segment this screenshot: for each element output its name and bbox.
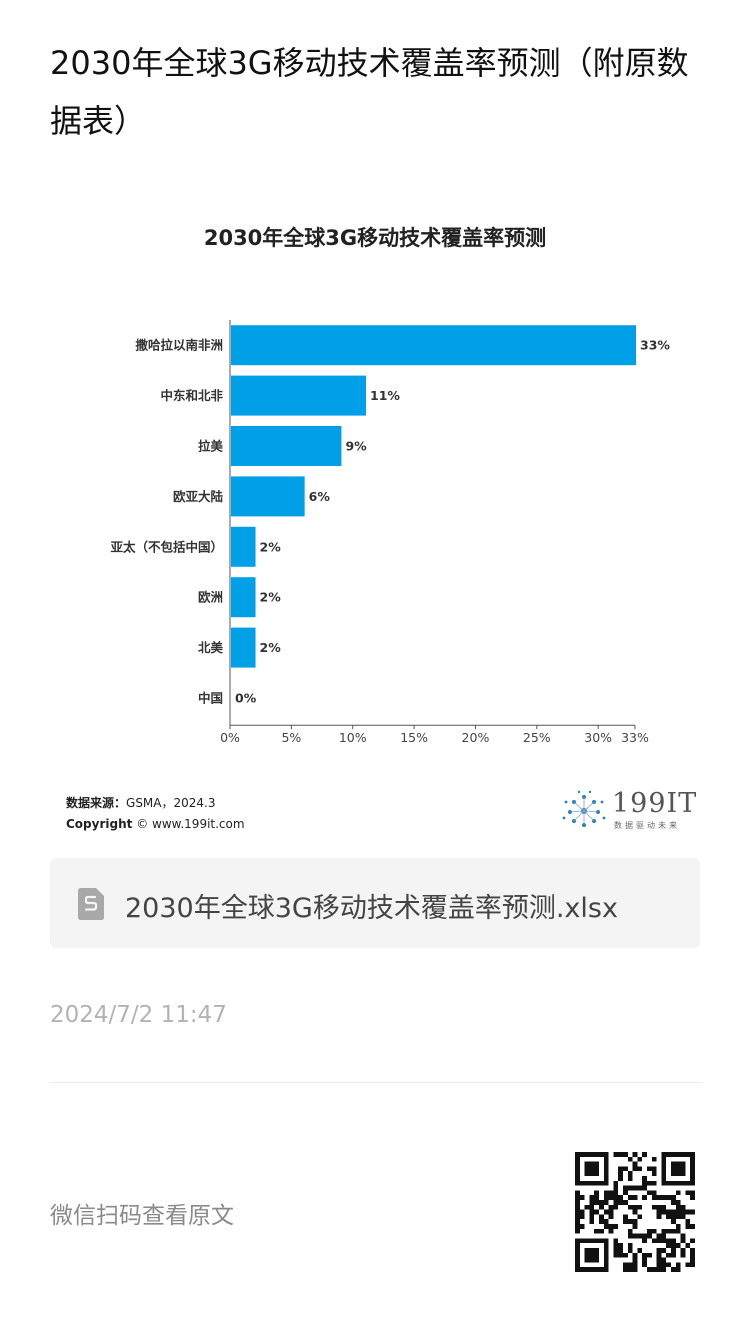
source-label: 数据来源： (66, 796, 127, 810)
bar (231, 426, 342, 466)
chart-svg: 撒哈拉以南非洲 33% 中东和北非 11% 拉美 9% 欧亚大陆 6% 亚太（不包括中国） 2% 欧… (110, 320, 670, 745)
category-label: 欧亚大陆 (173, 489, 224, 504)
bar (231, 627, 256, 668)
x-tick-label: 15% (400, 730, 428, 745)
qr-code-icon[interactable] (575, 1152, 695, 1272)
x-tick-label: 20% (462, 730, 490, 745)
category-label: 亚太（不包括中国） (110, 539, 223, 554)
source-block: 数据来源：GSMA，2024.3 Copyright © www.199it.c… (66, 793, 245, 835)
publish-timestamp: 2024/7/2 11:47 (50, 1002, 227, 1028)
article-title: 2030年全球3G移动技术覆盖率预测（附原数据表） (50, 44, 689, 140)
data-label: 0% (235, 691, 257, 706)
data-label: 6% (309, 489, 331, 504)
bar (231, 476, 305, 517)
attachment-filename[interactable]: 2030年全球3G移动技术覆盖率预测.xlsx (125, 893, 618, 924)
data-label: 9% (345, 439, 367, 454)
bar (231, 375, 366, 416)
scan-qr-label: 微信扫码查看原文 (50, 1203, 234, 1229)
category-label: 欧洲 (198, 590, 223, 605)
chart-title: 2030年全球3G移动技术覆盖率预测 (203, 226, 547, 250)
x-tick-label: 25% (523, 730, 551, 745)
data-label: 2% (260, 590, 282, 605)
bar (231, 526, 256, 567)
spreadsheet-file-icon (78, 888, 104, 920)
data-label: 2% (260, 539, 282, 554)
bar (231, 325, 636, 366)
x-tick-label: 30% (584, 730, 612, 745)
logo-text: 199IT (612, 788, 698, 819)
data-label: 2% (260, 640, 282, 655)
x-tick-label: 5% (281, 730, 301, 745)
bar (231, 577, 256, 618)
data-label: 11% (370, 388, 400, 403)
logo-subtitle: 数据驱动未来 (614, 821, 680, 830)
copyright-text: © www.199it.com (136, 817, 245, 831)
category-label: 拉美 (198, 439, 224, 454)
copyright-label: Copyright (66, 817, 133, 831)
brand-logo: 199IT 数据驱动未来 (560, 788, 700, 834)
bar-chart: 2030年全球3G移动技术覆盖率预测 撒哈拉以南非洲 33% 中东和北非 11% 拉美 9… (0, 200, 750, 840)
category-label: 中东和北非 (160, 388, 223, 403)
divider (50, 1082, 702, 1083)
category-label: 撒哈拉以南非洲 (135, 338, 223, 353)
attachment-card[interactable]: 2030年全球3G移动技术覆盖率预测.xlsx (50, 858, 700, 948)
x-tick-label: 10% (339, 730, 367, 745)
x-tick-label: 33% (621, 730, 649, 745)
dandelion-logo-icon (562, 790, 606, 827)
category-label: 中国 (198, 691, 223, 706)
x-tick-label: 0% (220, 730, 240, 745)
category-label: 北美 (198, 640, 224, 655)
source-text: GSMA，2024.3 (126, 796, 216, 810)
data-label: 33% (640, 338, 670, 353)
